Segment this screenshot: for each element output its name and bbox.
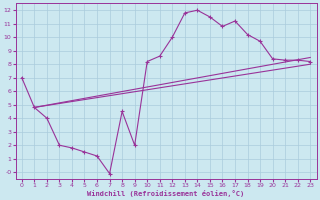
X-axis label: Windchill (Refroidissement éolien,°C): Windchill (Refroidissement éolien,°C) xyxy=(87,190,245,197)
